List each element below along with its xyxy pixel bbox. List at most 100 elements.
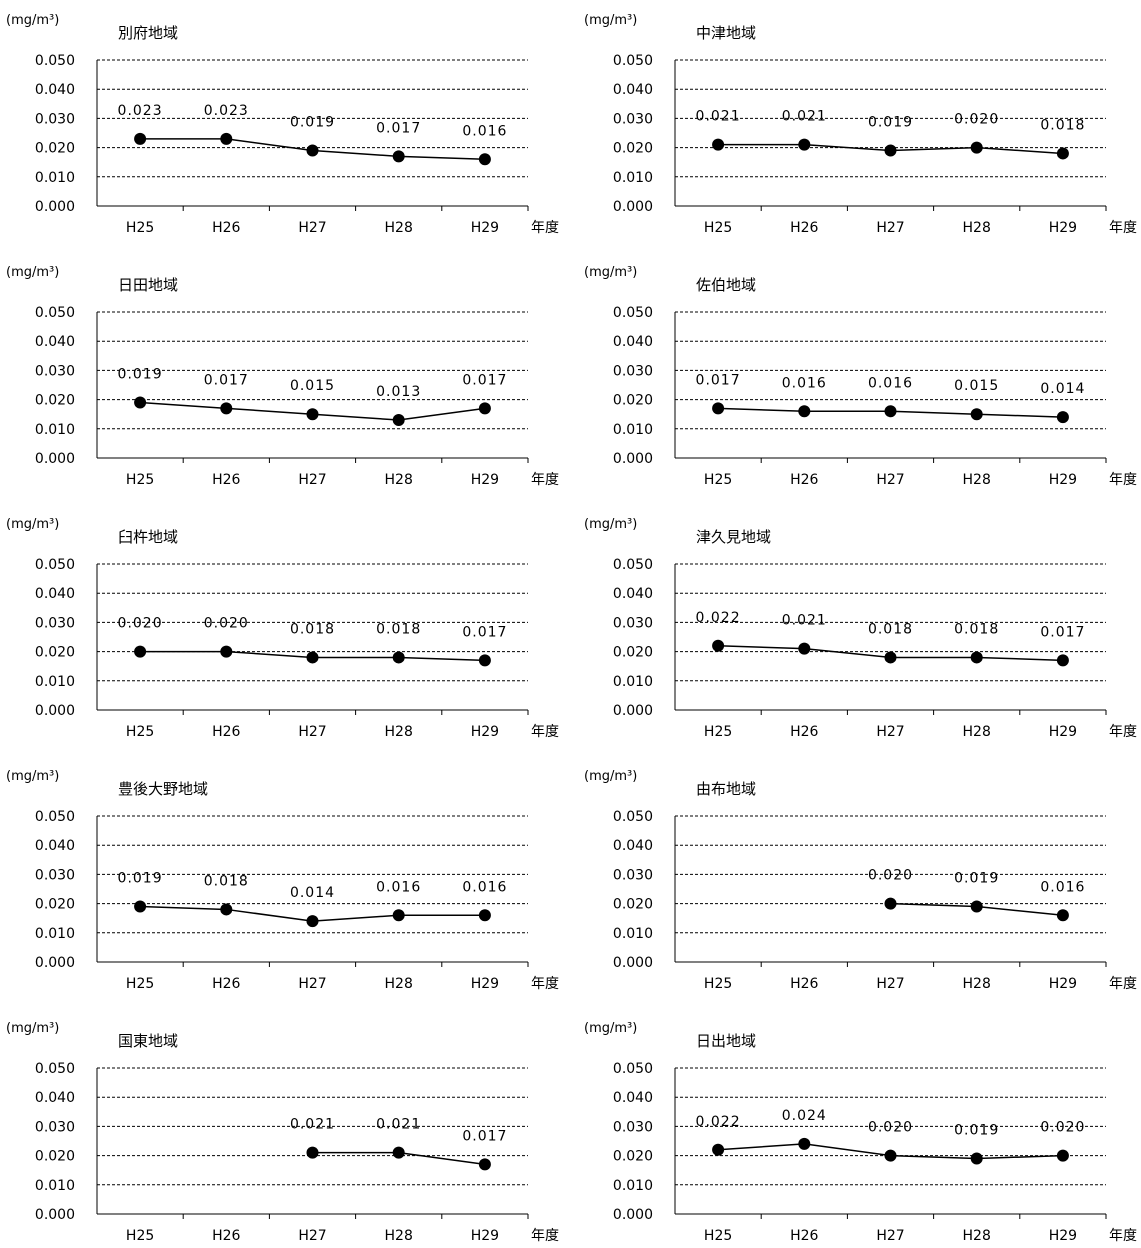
- y-tick-label: 0.040: [613, 586, 653, 602]
- x-tick-label: H25: [126, 220, 154, 236]
- y-tick-label: 0.030: [613, 111, 653, 127]
- y-tick-label: 0.000: [613, 1207, 653, 1223]
- y-tick-label: 0.010: [35, 170, 75, 186]
- x-tick-label: H28: [385, 724, 413, 740]
- data-point: [712, 1143, 725, 1156]
- unit-label: (mg/m³): [584, 517, 637, 532]
- data-point: [392, 651, 405, 664]
- data-label: 0.020: [204, 616, 249, 632]
- y-tick-label: 0.010: [613, 422, 653, 438]
- x-tick-label: H25: [126, 1228, 154, 1244]
- data-point: [306, 915, 319, 928]
- x-tick-label: H26: [790, 472, 818, 488]
- y-tick-label: 0.040: [35, 586, 75, 602]
- chart-panel-4: (mg/m³) 佐伯地域 0.050 0.040 0.030 0.020 0.010 0.00…: [584, 265, 1137, 488]
- data-label: 0.018: [868, 621, 913, 637]
- x-axis-unit: 年度: [531, 1228, 559, 1244]
- data-label: 0.017: [1040, 624, 1085, 640]
- data-point: [970, 1152, 983, 1165]
- x-tick-label: H28: [385, 1228, 413, 1244]
- data-label: 0.023: [204, 103, 249, 119]
- data-point: [220, 402, 233, 415]
- unit-label: (mg/m³): [6, 265, 59, 280]
- x-tick-label: H28: [385, 976, 413, 992]
- data-point: [306, 144, 319, 157]
- data-label: 0.021: [782, 613, 827, 629]
- data-point: [798, 138, 811, 151]
- y-tick-label: 0.050: [35, 305, 75, 321]
- y-tick-label: 0.020: [35, 393, 75, 409]
- data-point: [712, 138, 725, 151]
- y-tick-label: 0.030: [613, 363, 653, 379]
- data-point: [392, 909, 405, 922]
- y-tick-label: 0.010: [613, 170, 653, 186]
- chart-title: 日田地域: [118, 276, 178, 294]
- chart-panel-8: (mg/m³) 由布地域 0.050 0.040 0.030 0.020 0.010 0.00…: [584, 769, 1137, 992]
- y-tick-label: 0.040: [613, 334, 653, 350]
- data-point: [970, 141, 983, 154]
- y-tick-label: 0.030: [613, 615, 653, 631]
- data-point: [134, 645, 147, 658]
- y-tick-label: 0.030: [35, 363, 75, 379]
- y-tick-label: 0.020: [35, 897, 75, 913]
- x-tick-label: H26: [790, 220, 818, 236]
- data-label: 0.017: [204, 372, 249, 388]
- data-point: [1056, 411, 1069, 424]
- y-tick-label: 0.020: [613, 645, 653, 661]
- data-label: 0.020: [1040, 1120, 1085, 1136]
- chart-panel-10: (mg/m³) 日出地域 0.050 0.040 0.030 0.020 0.010 0.00…: [584, 1021, 1137, 1244]
- x-tick-label: H29: [471, 724, 499, 740]
- x-tick-label: H27: [298, 1228, 326, 1244]
- data-label: 0.018: [1040, 117, 1085, 133]
- x-tick-label: H29: [1049, 472, 1077, 488]
- x-tick-label: H25: [704, 976, 732, 992]
- x-tick-label: H25: [126, 724, 154, 740]
- data-point: [306, 408, 319, 421]
- chart-panel-2: (mg/m³) 中津地域 0.050 0.040 0.030 0.020 0.010 0.00…: [584, 13, 1137, 236]
- chart-panel-6: (mg/m³) 津久見地域 0.050 0.040 0.030 0.020 0.010 0.0…: [584, 517, 1137, 740]
- x-tick-label: H26: [790, 976, 818, 992]
- y-tick-label: 0.010: [35, 926, 75, 942]
- data-label: 0.016: [868, 375, 913, 391]
- y-tick-label: 0.020: [613, 1149, 653, 1165]
- chart-title: 中津地域: [696, 24, 756, 42]
- x-tick-label: H26: [212, 1228, 240, 1244]
- chart-panel-5: (mg/m³) 臼杵地域 0.050 0.040 0.030 0.020 0.010 0.00…: [6, 517, 559, 740]
- data-point: [970, 651, 983, 664]
- data-label: 0.017: [696, 372, 741, 388]
- data-label: 0.019: [954, 1123, 999, 1139]
- x-tick-label: H29: [1049, 1228, 1077, 1244]
- x-tick-label: H29: [471, 472, 499, 488]
- x-tick-label: H29: [1049, 220, 1077, 236]
- chart-title: 由布地域: [696, 780, 756, 798]
- chart-title: 別府地域: [118, 24, 178, 42]
- x-tick-label: H27: [298, 976, 326, 992]
- data-label: 0.020: [118, 616, 163, 632]
- y-tick-label: 0.010: [613, 926, 653, 942]
- y-tick-label: 0.010: [613, 674, 653, 690]
- x-axis-unit: 年度: [531, 220, 559, 236]
- chart-title: 国東地域: [118, 1032, 178, 1050]
- data-point: [478, 909, 491, 922]
- x-axis-unit: 年度: [531, 724, 559, 740]
- y-tick-label: 0.040: [613, 82, 653, 98]
- y-tick-label: 0.000: [35, 955, 75, 971]
- data-point: [970, 900, 983, 913]
- data-point: [134, 132, 147, 145]
- x-tick-label: H25: [704, 472, 732, 488]
- x-tick-label: H28: [385, 220, 413, 236]
- y-tick-label: 0.000: [35, 451, 75, 467]
- y-tick-label: 0.010: [35, 1178, 75, 1194]
- y-tick-label: 0.020: [613, 141, 653, 157]
- x-tick-label: H26: [212, 472, 240, 488]
- x-axis-unit: 年度: [1109, 220, 1137, 236]
- x-axis-unit: 年度: [1109, 724, 1137, 740]
- data-label: 0.013: [376, 384, 421, 400]
- data-point: [1056, 147, 1069, 160]
- data-label: 0.022: [696, 1114, 741, 1130]
- data-label: 0.016: [462, 879, 507, 895]
- x-tick-label: H25: [704, 1228, 732, 1244]
- x-tick-label: H29: [1049, 724, 1077, 740]
- x-tick-label: H26: [790, 724, 818, 740]
